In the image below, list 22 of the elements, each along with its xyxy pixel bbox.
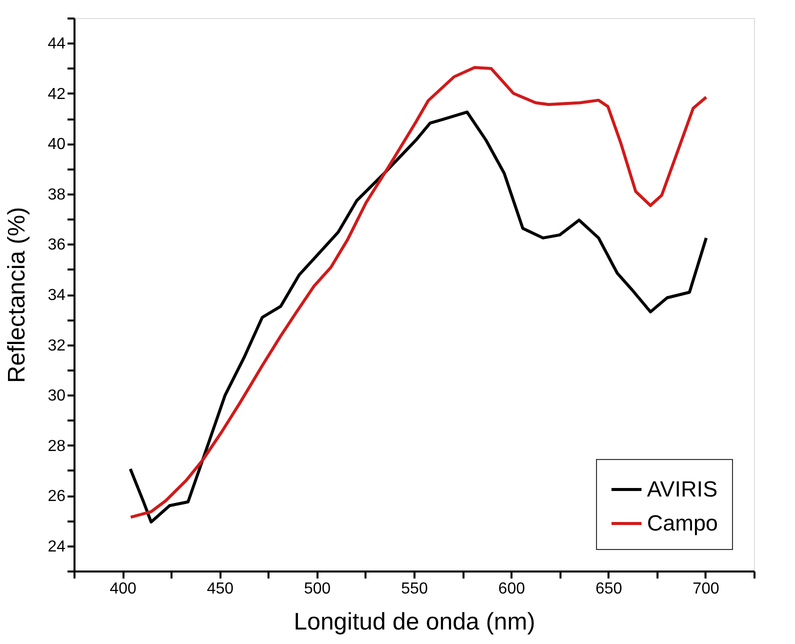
x-tick-label: 500 — [304, 580, 331, 598]
y-tick-label: 42 — [48, 86, 66, 103]
legend-label: AVIRIS — [647, 476, 718, 502]
x-axis-title: Longitud de onda (nm) — [294, 608, 536, 636]
y-tick-label: 28 — [48, 438, 66, 455]
y-tick-label: 26 — [48, 488, 66, 506]
y-axis-title: Reflectancia (%) — [4, 206, 31, 384]
x-tick-label: 450 — [206, 580, 234, 598]
y-tick-label: 38 — [48, 186, 66, 204]
y-tick-label: 44 — [48, 36, 66, 53]
x-tick-label: 600 — [498, 580, 526, 598]
x-tick-label: 650 — [595, 580, 622, 598]
legend-label: Campo — [647, 510, 718, 536]
y-tick-label: 36 — [48, 236, 66, 254]
y-tick-label: 40 — [48, 136, 66, 154]
y-tick-label: 34 — [48, 287, 66, 304]
x-tick-label: 550 — [401, 580, 428, 598]
y-tick-label: 32 — [48, 337, 66, 354]
y-tick-label: 30 — [48, 388, 66, 405]
y-tick-label: 24 — [48, 538, 66, 556]
x-tick-label: 400 — [110, 580, 137, 598]
x-tick-label: 700 — [692, 580, 720, 598]
